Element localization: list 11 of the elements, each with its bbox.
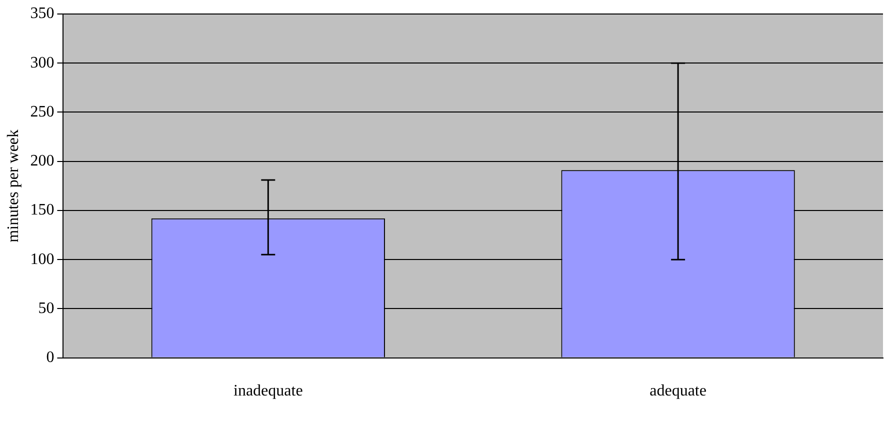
y-tick-label: 200 <box>30 152 54 170</box>
y-tick-label: 0 <box>46 349 54 366</box>
y-tick-label: 50 <box>38 300 54 317</box>
y-tick-label: 300 <box>30 54 54 72</box>
y-tick-label: 250 <box>30 103 54 120</box>
y-tick-label: 150 <box>30 202 54 219</box>
x-tick-label: adequate <box>650 382 706 400</box>
y-axis-title: minutes per week <box>4 129 22 242</box>
y-tick-label: 100 <box>30 250 54 268</box>
y-tick-label: 350 <box>30 5 54 22</box>
x-tick-label: inadequate <box>234 382 303 400</box>
